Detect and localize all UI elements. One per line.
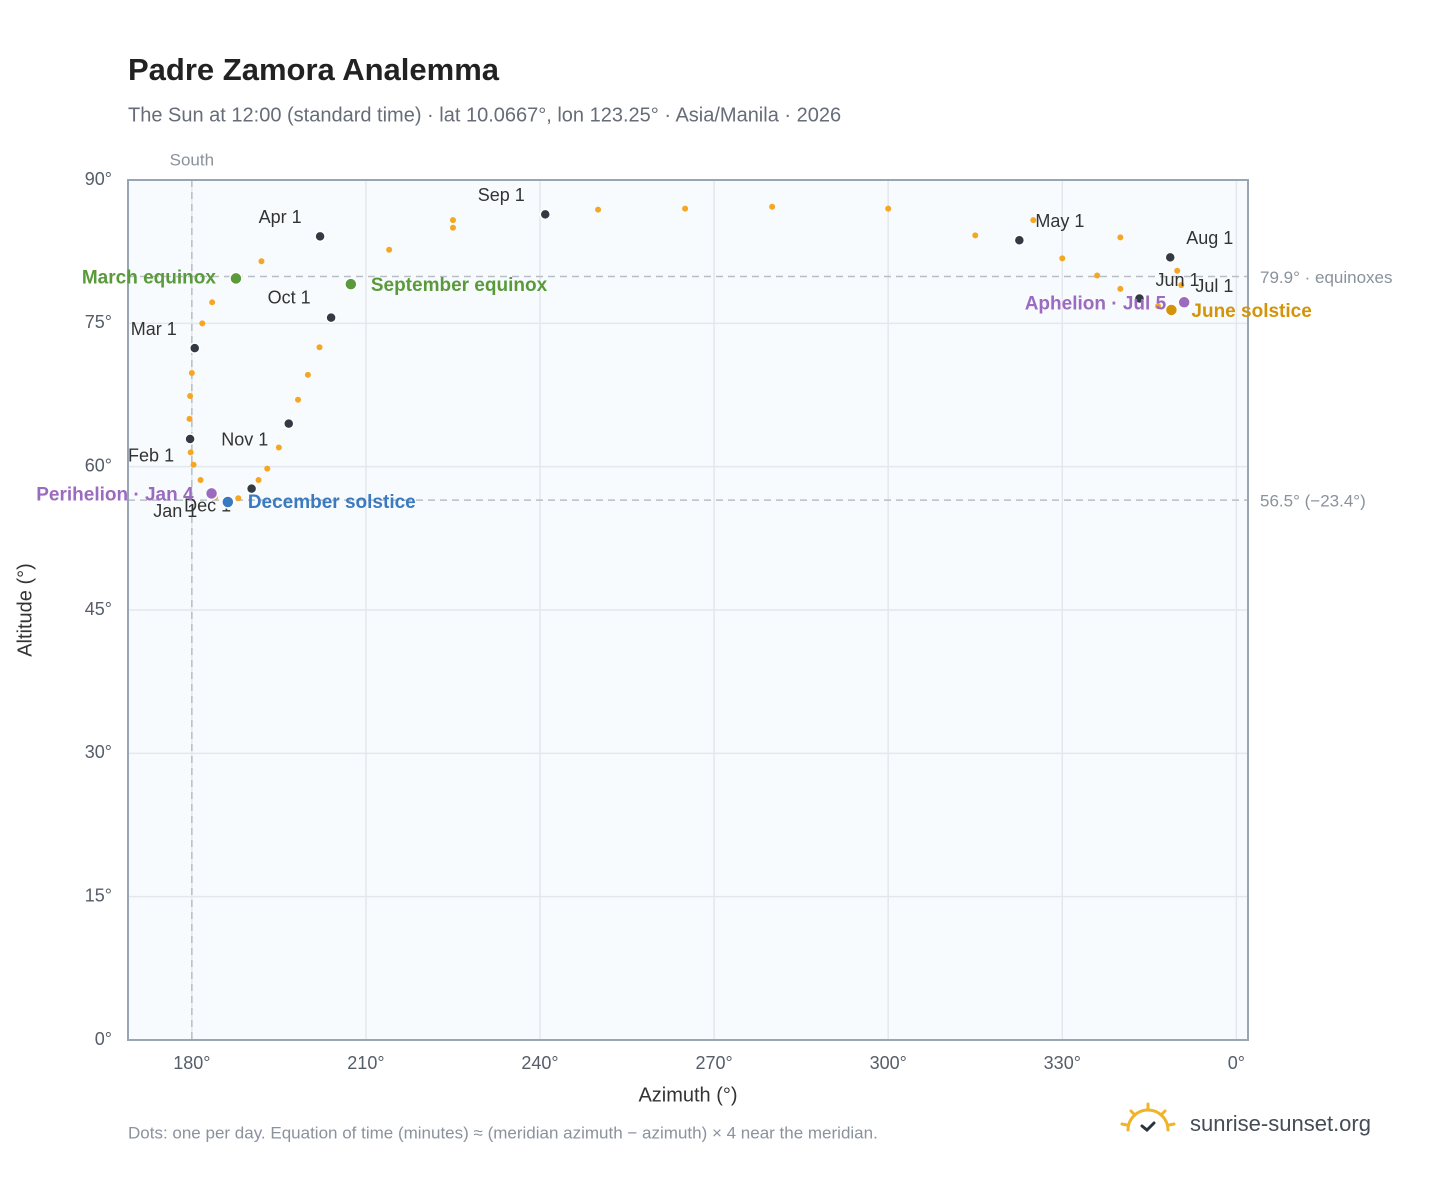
marker — [1164, 303, 1179, 317]
day-dot — [386, 246, 393, 253]
day-dot — [1174, 267, 1181, 274]
day-dot — [304, 371, 311, 378]
day-dot — [188, 370, 195, 377]
marker — [204, 486, 219, 501]
chart-subtitle: The Sun at 12:00 (standard time) · lat 1… — [128, 104, 841, 126]
marker-label: Aug 1 — [1186, 228, 1233, 248]
day-dot — [682, 205, 689, 212]
marker — [229, 271, 243, 286]
marker-label: May 1 — [1035, 211, 1084, 231]
marker-label: Jan 1 — [153, 501, 197, 521]
marker-label: June solstice — [1191, 301, 1311, 322]
day-dot — [187, 392, 194, 399]
day-dot — [972, 232, 979, 239]
marker — [184, 433, 196, 445]
marker — [282, 417, 295, 430]
marker — [1164, 251, 1176, 264]
brand-logo — [1120, 1102, 1176, 1133]
day-dot — [275, 444, 282, 451]
day-dot — [186, 415, 193, 422]
day-dot — [1117, 234, 1124, 241]
day-dot — [258, 258, 265, 265]
day-dot — [199, 320, 206, 327]
marker-label: Apr 1 — [259, 207, 302, 227]
marker-label: December solstice — [248, 492, 416, 513]
marker-label: March equinox — [82, 267, 217, 288]
marker — [325, 311, 337, 324]
marker-label: Feb 1 — [128, 446, 174, 466]
day-dot — [449, 224, 456, 231]
x-axis-label: Azimuth (°) — [638, 1084, 737, 1106]
reference-label: South — [170, 150, 214, 169]
x-tick-label: 210° — [347, 1053, 384, 1073]
y-tick-label: 30° — [85, 742, 112, 762]
marker — [221, 495, 235, 509]
marker-label: Nov 1 — [221, 429, 268, 449]
y-tick-label: 75° — [85, 312, 112, 332]
marker-label: Jul 1 — [1195, 276, 1233, 296]
marker-label: Sep 1 — [478, 185, 525, 205]
x-tick-label: 330° — [1044, 1053, 1081, 1073]
marker-label: Dec 1 — [184, 495, 231, 515]
y-tick-label: 90° — [85, 169, 112, 189]
y-tick-label: 15° — [85, 885, 112, 905]
brand-name: sunrise-sunset.org — [1190, 1111, 1371, 1136]
day-dot — [1117, 285, 1124, 292]
day-dot — [235, 495, 242, 502]
y-tick-label: 45° — [85, 599, 112, 619]
x-tick-label: 270° — [695, 1053, 732, 1073]
marker-label: Jun 1 — [1155, 270, 1199, 290]
y-tick-label: 60° — [85, 455, 112, 475]
marker-label: September equinox — [371, 275, 548, 296]
day-dot — [1030, 217, 1037, 224]
y-axis-label: Altitude (°) — [14, 563, 36, 657]
day-dot — [264, 465, 271, 472]
marker — [344, 277, 358, 291]
day-dot — [1178, 282, 1185, 289]
day-dot — [187, 449, 194, 456]
day-dot — [769, 203, 776, 210]
day-dot — [197, 477, 204, 484]
marker — [539, 208, 551, 221]
chart-title: Padre Zamora Analemma — [128, 52, 500, 87]
x-tick-label: 300° — [870, 1053, 907, 1073]
day-dot — [595, 206, 602, 213]
marker-label: Oct 1 — [268, 287, 311, 307]
marker-label: Mar 1 — [131, 319, 177, 339]
day-dot — [1059, 255, 1066, 262]
reference-label: 56.5° (−23.4°) — [1260, 492, 1366, 511]
plot-border — [127, 179, 1249, 1041]
x-tick-label: 180° — [173, 1053, 210, 1073]
day-dot — [885, 205, 892, 212]
marker-label: Perihelion · Jan 4 — [36, 484, 194, 505]
day-dot — [1155, 303, 1162, 310]
day-dot — [316, 344, 323, 351]
x-tick-label: 240° — [521, 1053, 558, 1073]
footnote: Dots: one per day. Equation of time (min… — [128, 1123, 878, 1142]
reference-label: 79.9° · equinoxes — [1260, 268, 1393, 287]
day-dot — [295, 396, 302, 403]
day-dot — [190, 461, 197, 468]
day-dot — [209, 299, 216, 306]
day-dot — [1094, 272, 1101, 279]
marker — [245, 482, 258, 495]
y-tick-label: 0° — [95, 1029, 112, 1049]
marker — [1177, 295, 1191, 310]
day-dot — [255, 477, 262, 484]
x-tick-label: 0° — [1228, 1053, 1245, 1073]
marker — [314, 230, 326, 243]
marker — [188, 342, 201, 354]
day-dot — [449, 217, 456, 224]
marker — [1133, 292, 1146, 305]
marker-label: Aphelion · Jul 5 — [1025, 293, 1167, 314]
marker — [1013, 234, 1026, 246]
